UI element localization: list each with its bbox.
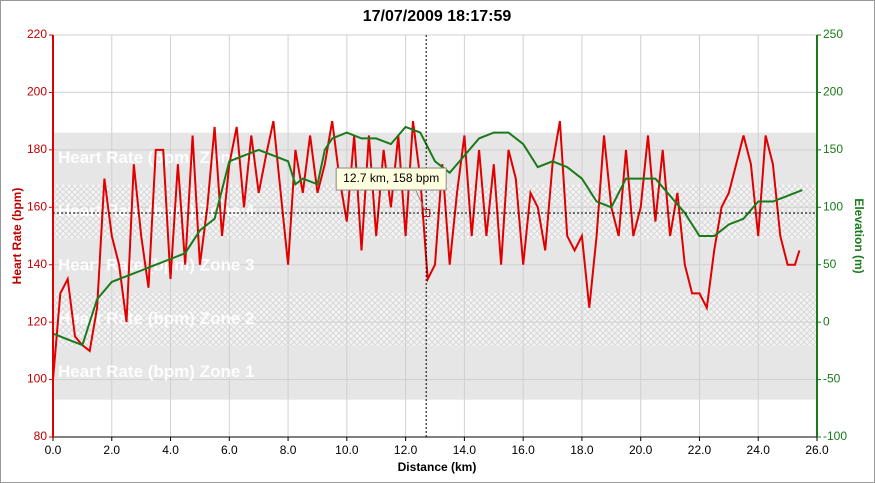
y2-tick-label: 150 xyxy=(823,142,843,156)
x-axis-label: Distance (km) xyxy=(398,460,477,474)
x-tick-label: 26.0 xyxy=(805,443,829,457)
x-tick-label: 22.0 xyxy=(688,443,712,457)
x-tick-label: 4.0 xyxy=(162,443,179,457)
tooltip-box xyxy=(335,167,447,191)
line-series xyxy=(52,120,801,380)
x-tick-label: 24.0 xyxy=(747,443,771,457)
x-tick-label: 8.0 xyxy=(280,443,297,457)
y2-tick-label: 0 xyxy=(823,314,830,328)
x-tick-label: 20.0 xyxy=(629,443,653,457)
chart-title: 17/07/2009 18:17:59 xyxy=(363,8,512,25)
y2-tick-label: -50 xyxy=(823,372,841,386)
y-tick-label: 80 xyxy=(34,429,48,443)
y-tick-label: 180 xyxy=(27,142,47,156)
x-tick-label: 12.0 xyxy=(394,443,418,457)
crosshair-marker xyxy=(422,209,431,218)
y2-axis-label: Elevation (m) xyxy=(852,198,866,273)
y-tick-label: 220 xyxy=(27,27,47,41)
zone-band xyxy=(53,293,817,346)
x-tick-label: 6.0 xyxy=(221,443,238,457)
y2-tick-label: 200 xyxy=(823,85,843,99)
line-series xyxy=(52,125,803,347)
x-tick-label: 2.0 xyxy=(103,443,120,457)
y-tick-label: 100 xyxy=(27,372,47,386)
zone-label: Heart Rate (bpm) Zone 2 xyxy=(58,309,254,328)
zone-band xyxy=(53,345,817,400)
y-axis-label: Heart Rate (bpm) xyxy=(10,188,24,285)
y2-tick-label: 100 xyxy=(823,199,843,213)
tooltip-text: 12.7 km, 158 bpm xyxy=(343,171,439,185)
y-tick-label: 140 xyxy=(27,257,47,271)
y-tick-label: 120 xyxy=(27,314,47,328)
y2-tick-label: -100 xyxy=(823,429,847,443)
x-tick-label: 18.0 xyxy=(570,443,594,457)
y2-tick-label: 50 xyxy=(823,257,837,271)
x-tick-label: 10.0 xyxy=(335,443,359,457)
x-tick-label: 16.0 xyxy=(511,443,535,457)
y-tick-label: 160 xyxy=(27,199,47,213)
y2-tick-label: 250 xyxy=(823,27,843,41)
x-tick-label: 14.0 xyxy=(453,443,477,457)
tooltip-pointer xyxy=(415,190,427,214)
x-tick-label: 0.0 xyxy=(45,443,62,457)
y-tick-label: 200 xyxy=(27,85,47,99)
zone-label: Heart Rate (bpm) Zone 1 xyxy=(58,362,254,381)
